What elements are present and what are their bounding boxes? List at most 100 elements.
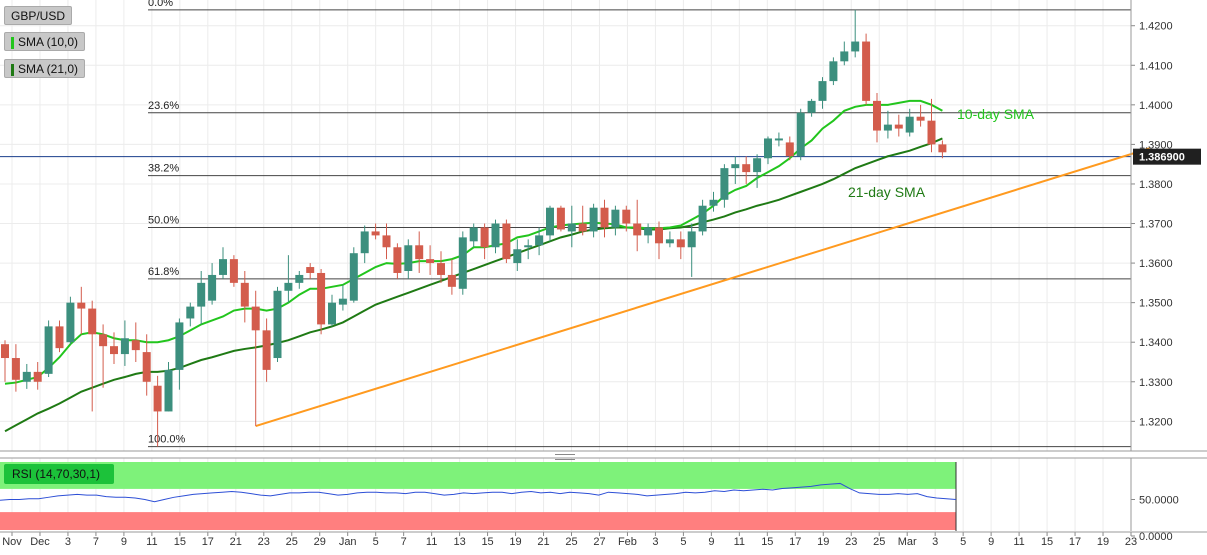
candle-body [458, 237, 467, 289]
support-trendline [255, 147, 1150, 428]
y-tick-label: 1.3600 [1139, 258, 1173, 270]
candle-body [840, 51, 849, 62]
candle-body [556, 207, 565, 230]
fib-level-label: 0.0% [148, 0, 173, 9]
candle-body [633, 223, 642, 236]
candle-body [404, 245, 413, 271]
candle-body [66, 302, 75, 343]
candle-body [829, 61, 838, 82]
sma10-annotation: 10-day SMA [957, 106, 1035, 122]
candle-body [251, 306, 260, 331]
candle-body [480, 227, 489, 248]
sma10-swatch [11, 36, 14, 49]
candle-body [600, 207, 609, 228]
candle-body [709, 199, 718, 206]
y-tick-label: 1.3200 [1139, 416, 1173, 428]
x-tick-label: 5 [373, 536, 379, 548]
candle-body [284, 282, 293, 291]
candle-body [262, 330, 271, 370]
candle-body [796, 112, 805, 157]
symbol-tag[interactable]: GBP/USD [4, 6, 73, 25]
x-tick-label: 11 [734, 536, 745, 548]
candle-body [219, 259, 227, 275]
candle-body [764, 138, 772, 159]
rsi-line [0, 482, 957, 503]
candle-body [186, 306, 195, 319]
x-tick-label: 13 [453, 536, 465, 548]
x-tick-label: 25 [873, 536, 885, 548]
fib-level-label: 50.0% [148, 214, 179, 226]
sma21-tag[interactable]: SMA (21,0) [4, 59, 86, 78]
x-tick-label: 5 [680, 536, 686, 548]
candle-body [360, 231, 369, 254]
pane-splitter-handle[interactable] [555, 454, 575, 460]
y-tick-label: 1.4100 [1139, 60, 1173, 72]
candle-body [437, 263, 445, 275]
sma21-annotation: 21-day SMA [848, 184, 926, 200]
candle-body [862, 41, 871, 101]
candle-body [77, 302, 86, 309]
rsi-overbought-band [0, 462, 956, 489]
y-tick-label: 1.3800 [1139, 179, 1173, 191]
x-tick-label: 25 [286, 536, 298, 548]
x-tick-label: 21 [230, 536, 242, 548]
x-tick-label: Nov [2, 536, 22, 548]
x-tick-label: Dec [30, 536, 50, 548]
x-tick-label: Jan [339, 536, 357, 548]
candle-body [894, 124, 903, 129]
candle-body [916, 116, 925, 121]
candle-body [851, 41, 860, 52]
x-tick-label: 15 [761, 536, 773, 548]
x-tick-label: 17 [202, 536, 214, 548]
candle-body [502, 223, 511, 260]
x-tick-label: 23 [845, 536, 857, 548]
sma21-swatch [11, 63, 14, 76]
y-tick-label: 1.3700 [1139, 219, 1173, 231]
current-price-label: 1.386900 [1139, 152, 1185, 164]
rsi-y-tick-label: 0.0000 [1139, 531, 1173, 543]
rsi-tag[interactable]: RSI (14,70,30,1) [4, 464, 114, 484]
candle-body [175, 322, 184, 370]
y-tick-label: 1.3500 [1139, 298, 1173, 310]
candle-body [524, 245, 533, 248]
x-tick-label: 17 [789, 536, 801, 548]
candle-body [807, 100, 816, 113]
candle-body [687, 231, 696, 248]
candle-body [491, 223, 500, 248]
x-tick-label: 3 [65, 536, 71, 548]
current-price-label-bg [1133, 148, 1201, 165]
candle-body [426, 259, 435, 264]
x-tick-label: 29 [314, 536, 326, 548]
candle-body [731, 164, 740, 169]
sma10-tag[interactable]: SMA (10,0) [4, 32, 86, 51]
candle-body [753, 158, 762, 173]
candle-body [720, 168, 729, 200]
x-tick-label: 19 [509, 536, 521, 548]
fib-level-label: 100.0% [148, 434, 186, 446]
candle-body [415, 245, 424, 260]
candle-body [338, 298, 347, 305]
x-tick-label: 15 [1041, 536, 1053, 548]
candle-body [447, 274, 456, 287]
fib-level-label: 38.2% [148, 163, 179, 175]
candle-body [611, 209, 620, 228]
candle-body [328, 302, 336, 325]
candle-body [306, 267, 315, 273]
x-tick-label: 19 [817, 536, 829, 548]
y-tick-label: 1.3300 [1139, 377, 1173, 389]
y-tick-label: 1.4000 [1139, 100, 1173, 112]
x-tick-label: 7 [93, 536, 99, 548]
candle-body [273, 290, 282, 359]
rsi-label: RSI (14,70,30,1) [12, 467, 101, 481]
x-tick-label: 15 [481, 536, 493, 548]
x-tick-label: 3 [932, 536, 938, 548]
candle-body [33, 371, 42, 382]
rsi-y-tick-label: 50.0000 [1139, 495, 1179, 507]
candle-body [11, 358, 20, 380]
rsi-oversold-band [0, 512, 956, 530]
symbol-label: GBP/USD [11, 9, 66, 23]
y-tick-label: 1.4200 [1139, 21, 1173, 33]
fib-level-label: 23.6% [148, 100, 179, 112]
candle-body [295, 274, 304, 283]
